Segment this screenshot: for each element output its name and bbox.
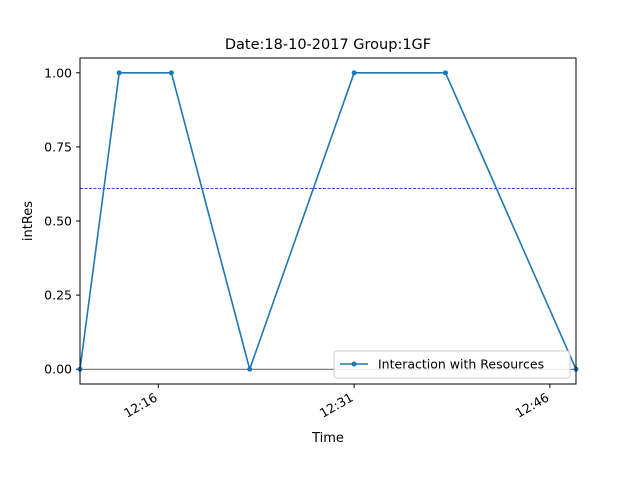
data-point xyxy=(116,70,122,76)
plot-frame xyxy=(79,57,577,385)
y-tick-label: 0.00 xyxy=(44,362,72,377)
x-tick-label: 12:16 xyxy=(121,390,160,421)
legend-label: Interaction with Resources xyxy=(378,357,544,372)
y-tick-label: 1.00 xyxy=(44,65,72,80)
series-line xyxy=(79,72,577,371)
data-point xyxy=(168,70,174,76)
chart-title: Date:18-10-2017 Group:1GF xyxy=(225,37,431,53)
data-point xyxy=(442,70,448,76)
x-axis-label: Time xyxy=(311,431,344,446)
x-tick-label: 12:31 xyxy=(317,390,356,421)
legend: Interaction with Resources xyxy=(333,350,571,379)
y-tick-label: 0.75 xyxy=(44,139,72,154)
legend-box xyxy=(333,350,571,379)
y-tick-label: 0.25 xyxy=(44,288,72,303)
x-tick-label: 12:46 xyxy=(513,390,552,421)
legend-marker-sample xyxy=(351,361,357,367)
y-tick-label: 0.50 xyxy=(44,214,72,229)
data-point xyxy=(247,366,253,372)
y-axis-label: intRes xyxy=(21,201,36,241)
data-point xyxy=(351,70,357,76)
